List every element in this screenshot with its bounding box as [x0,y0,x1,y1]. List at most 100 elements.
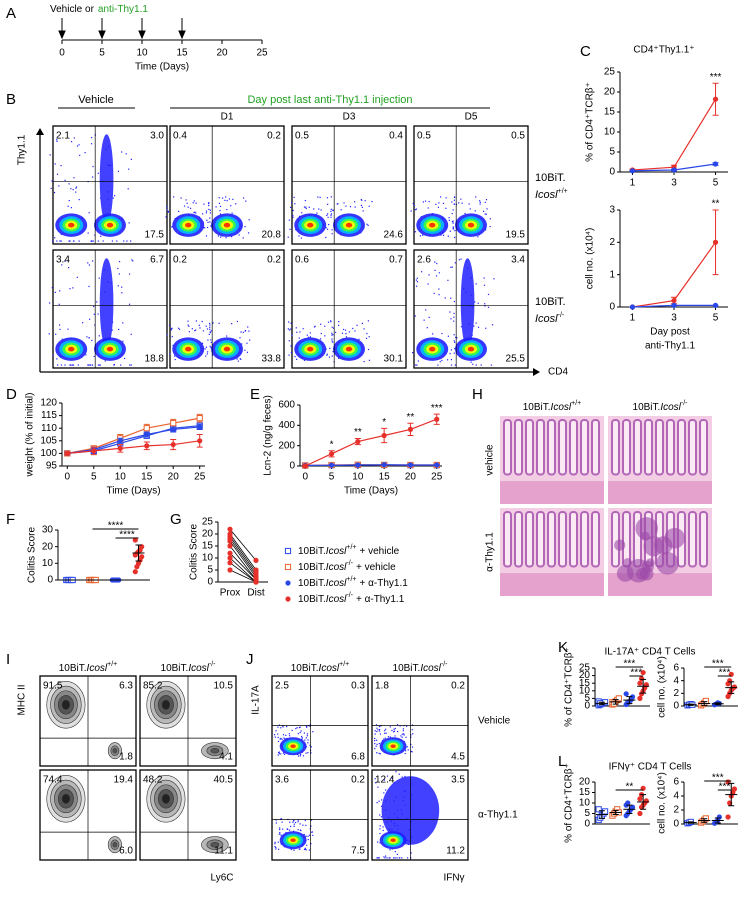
y-tick-label: 0 [207,577,213,588]
event [297,829,299,831]
event [53,191,56,194]
event [368,359,371,361]
marker [625,800,631,806]
event [290,351,293,354]
event [338,357,340,359]
event [376,802,378,804]
injection-arrow [98,18,106,40]
event [220,236,222,238]
marker [637,810,643,817]
event [219,210,221,212]
event [61,338,63,340]
event [275,822,277,824]
event [445,207,447,209]
quadrant-value: 0.6 [295,255,309,266]
genotype-label: 10BiT.Icosl+/+ + α-Thy1.1 [298,576,408,588]
crypt [611,419,620,476]
quadrant-value: 0.2 [267,131,281,142]
quadrant-value: 3.4 [511,255,525,266]
event [165,216,167,218]
event [483,284,486,286]
event [454,262,456,264]
crypt [525,419,534,476]
event [174,358,176,361]
genotype: +/+ [346,576,356,583]
significance: *** [431,403,443,414]
event [304,819,306,822]
genotype: +/+ [107,661,117,668]
x-tick-label: 10 [115,472,127,483]
event [117,267,119,270]
gene: Icosl [535,189,558,201]
event [461,202,463,204]
marker [253,579,259,585]
crypt [622,419,631,476]
event [93,313,95,315]
y-tick-label: 4 [673,791,679,802]
event [97,240,99,242]
genotype: -/- [346,592,353,599]
event [178,210,180,212]
event [330,216,332,218]
event [310,825,312,827]
x-tick-label: 15 [176,48,188,59]
y-tick-label: 95 [46,461,58,472]
event [236,320,239,323]
event [442,202,445,205]
y-tick-label: 0 [47,575,53,586]
event [383,779,386,781]
event [228,198,231,200]
y-tick-label: 10 [579,798,591,809]
event [376,752,378,754]
event [185,199,187,201]
x-tick-label: 20 [216,48,228,59]
crypt [558,419,567,476]
quadrant-value: 17.5 [145,230,165,241]
injection-arrow [58,18,66,40]
event [475,364,477,366]
event [215,206,217,208]
event [295,728,297,730]
event [60,364,63,366]
event [428,200,430,203]
y-axis-label: Colitis Score [27,527,38,584]
event [205,212,208,214]
event [298,337,300,339]
event [328,223,330,226]
event [378,857,380,859]
event [302,755,305,757]
event [379,842,381,844]
event [439,361,441,363]
event [368,205,370,207]
schedule-label: Vehicle or anti-Thy1.1 [50,4,148,15]
event [198,324,200,326]
event [54,291,56,293]
gene: Icosl [660,402,681,413]
event [330,208,332,210]
y-tick-label: 25 [604,67,616,78]
event [384,732,386,734]
infiltrate [656,551,679,575]
infiltrate [614,539,626,551]
event [209,332,211,334]
event [384,730,386,732]
genotype-label: 10BiT.Icosl-/- [393,661,449,673]
y-tick-label: 10 [202,553,214,564]
marker [637,695,643,702]
series-line [632,98,717,171]
event [279,738,281,740]
infiltrate [639,567,654,581]
event [293,196,295,198]
event [79,154,81,156]
event [54,237,56,239]
event [282,726,284,728]
event [410,852,412,854]
event [316,212,318,214]
crypt [569,419,578,476]
event [391,777,393,779]
y-axis-label: cell no. (x10⁴) [657,656,668,718]
event [479,200,481,202]
event [274,736,276,738]
event [245,200,247,202]
event [297,821,299,823]
